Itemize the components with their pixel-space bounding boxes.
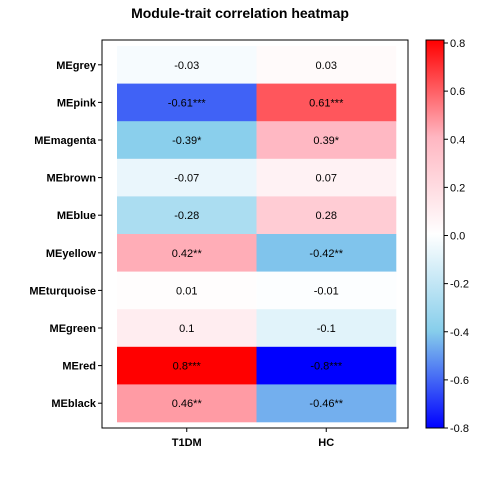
colorbar-tick-label: -0.6 — [450, 375, 469, 387]
heatmap-cell — [117, 196, 257, 235]
heatmap-cell — [117, 309, 257, 348]
heatmap-cell — [256, 346, 397, 385]
row-label: MEgrey — [56, 60, 97, 72]
cell-value-label: -0.03 — [174, 60, 199, 72]
row-label: MEblack — [51, 398, 97, 410]
row-label: MEmagenta — [34, 135, 97, 147]
colorbar-ticks: 0.8 0.6 0.4 0.2 0.0 -0.2 -0.4 -0.6 -0.8 — [444, 38, 469, 435]
row-label: MEbrown — [47, 173, 97, 185]
heatmap-cell — [117, 384, 257, 423]
heatmap-cell — [256, 271, 397, 310]
plot-frame — [101, 39, 409, 429]
cell-value-label: -0.46** — [309, 398, 343, 410]
colorbar-tick-label: -0.4 — [450, 327, 469, 339]
cell-value-label: -0.42** — [309, 248, 343, 260]
cell-value-label: -0.28 — [174, 210, 199, 222]
row-label: MEpink — [57, 97, 97, 109]
heatmap-cell — [117, 158, 257, 197]
heatmap-cell — [256, 121, 397, 160]
cell-value-label: 0.1 — [179, 323, 194, 335]
cell-value-label: 0.46** — [172, 398, 203, 410]
colorbar-tick-label: 0.4 — [450, 134, 465, 146]
cell-value-label: 0.42** — [172, 248, 203, 260]
heatmap-cell — [256, 196, 397, 235]
heatmap-cell — [256, 46, 397, 84]
heatmap-cell-labels: -0.03 0.03 -0.61*** 0.61*** -0.39* 0.39* -0.07… — [168, 60, 344, 410]
heatmap-cell — [117, 83, 257, 122]
heatmap-cell — [117, 121, 257, 160]
heatmap-cell — [117, 234, 257, 272]
cell-value-label: 0.28 — [316, 210, 337, 222]
row-label: MEred — [62, 361, 96, 373]
colorbar-tick-label: 0.6 — [450, 86, 465, 98]
heatmap-cell — [256, 234, 397, 272]
row-label: MEyellow — [46, 248, 97, 260]
cell-value-label: 0.07 — [316, 173, 337, 185]
colorbar — [425, 39, 445, 429]
column-labels: T1DM HC — [172, 428, 334, 449]
row-label: MEblue — [57, 210, 96, 222]
heatmap-cells — [117, 46, 397, 423]
colorbar-tick-label: -0.8 — [450, 423, 469, 435]
heatmap-cell — [256, 83, 397, 122]
cell-value-label: 0.39* — [313, 135, 339, 147]
column-label: HC — [318, 437, 334, 449]
heatmap-cell — [117, 46, 257, 84]
colorbar-tick-label: 0.8 — [450, 38, 465, 50]
row-label: MEgreen — [50, 323, 97, 335]
colorbar-tick-label: 0.2 — [450, 182, 465, 194]
row-label: MEturquoise — [29, 285, 96, 297]
heatmap-cell — [256, 158, 397, 197]
heatmap-cell — [256, 309, 397, 348]
colorbar-tick-label: -0.2 — [450, 279, 469, 291]
colorbar-tick-label: 0.0 — [450, 231, 465, 243]
heatmap-cell — [117, 346, 257, 385]
row-labels: MEgrey MEpink MEmagenta MEbrown MEblue MEyell… — [29, 60, 102, 410]
cell-value-label: 0.8*** — [173, 361, 202, 373]
cell-value-label: 0.61*** — [309, 97, 344, 109]
cell-value-label: -0.8*** — [310, 361, 343, 373]
heatmap-cell — [117, 271, 257, 310]
cell-value-label: -0.01 — [314, 285, 339, 297]
cell-value-label: -0.39* — [172, 135, 202, 147]
cell-value-label: -0.1 — [317, 323, 336, 335]
heatmap-cell — [256, 384, 397, 423]
column-label: T1DM — [172, 437, 202, 449]
cell-value-label: 0.03 — [316, 60, 337, 72]
cell-value-label: 0.01 — [176, 285, 197, 297]
chart-title: Module-trait correlation heatmap — [131, 5, 349, 21]
cell-value-label: -0.61*** — [168, 97, 207, 109]
cell-value-label: -0.07 — [174, 173, 199, 185]
